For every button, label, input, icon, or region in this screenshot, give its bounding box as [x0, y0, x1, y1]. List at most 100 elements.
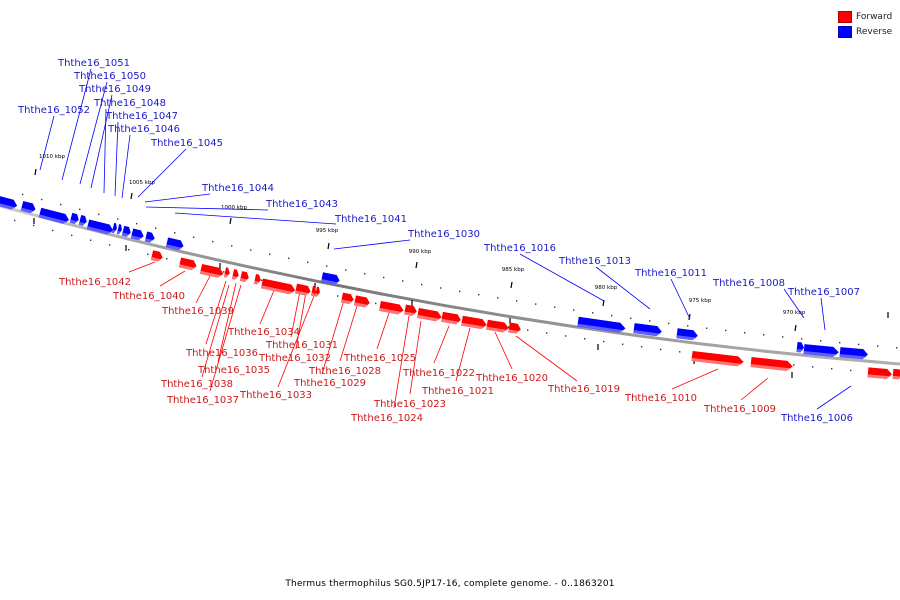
scale-tick-label: 995 kbp — [316, 228, 339, 234]
forward-gene-arrow — [294, 283, 311, 296]
scale-dot — [79, 208, 81, 211]
leader-line — [259, 287, 276, 325]
reverse-gene-arrow-shadow — [577, 323, 625, 333]
forward-gene-arrow — [417, 308, 442, 322]
gene-label: Ththe16_1049 — [78, 84, 151, 95]
scale-dot — [554, 306, 556, 308]
scale-dot — [52, 229, 54, 232]
scale-dot — [850, 369, 852, 372]
reverse-gene-arrow-shadow — [69, 219, 78, 224]
scale-dot — [223, 271, 225, 273]
leader-line — [433, 325, 450, 364]
scale-dot — [820, 340, 822, 342]
forward-gene-arrow — [199, 263, 224, 278]
scale-tick — [688, 313, 691, 321]
leader-line — [376, 312, 390, 350]
scale-dot — [839, 341, 841, 344]
leader-line — [145, 206, 269, 211]
scale-dot — [383, 276, 385, 279]
gene-label: Ththe16_1051 — [57, 58, 130, 69]
reverse-gene-arrow-shadow — [144, 238, 154, 243]
forward-gene-arrow-shadow — [294, 290, 310, 296]
reverse-gene-arrow — [111, 222, 117, 234]
forward-gene-arrow-shadow — [691, 357, 743, 367]
forward-gene-arrow — [404, 304, 417, 316]
forward-gene-arrow-shadow — [867, 374, 891, 379]
scale-dot — [801, 338, 803, 340]
reverse-gene-arrow-shadow — [78, 221, 86, 226]
genome-backbone — [0, 204, 900, 366]
leader-line — [339, 305, 358, 362]
scale-tick-label: 1010 kbp — [39, 154, 65, 160]
leader-line — [201, 284, 230, 378]
reverse-gene-arrow-shadow — [633, 330, 661, 337]
forward-gene-arrow — [341, 292, 354, 304]
forward-gene-arrow — [750, 357, 793, 371]
scale-dot — [71, 234, 73, 237]
reverse-gene-arrow-shadow — [676, 335, 697, 341]
gene-label: Ththe16_1019 — [547, 384, 620, 395]
scale-tick-label: 975 kbp — [689, 298, 712, 304]
leader-line — [205, 280, 227, 345]
forward-gene-arrow-shadow — [892, 375, 900, 380]
gene-labels: Ththe16_1052 Ththe16_1051 Ththe16_1050 Thth… — [17, 58, 860, 424]
forward-gene-arrow — [441, 311, 461, 325]
gene-label: Ththe16_1043 — [265, 199, 338, 210]
gene-label: Ththe16_1013 — [558, 256, 631, 267]
gene-label: Ththe16_1033 — [239, 390, 312, 401]
scale-dot — [508, 326, 510, 328]
gene-label: Ththe16_1035 — [197, 365, 270, 376]
forward-gene-arrow-shadow — [417, 314, 441, 322]
reverse-gene-arrow — [577, 316, 626, 333]
gene-label: Ththe16_1048 — [93, 98, 166, 109]
scale-dot — [793, 364, 795, 366]
forward-gene-arrow — [508, 322, 521, 334]
scale-dot — [668, 322, 670, 325]
scale-dot — [136, 222, 138, 225]
gene-label: Ththe16_1024 — [350, 413, 423, 424]
scale-dot — [33, 224, 35, 227]
scale-dot — [782, 336, 784, 338]
leader-line — [114, 121, 119, 197]
legend: Forward Reverse — [838, 9, 892, 39]
forward-gene-arrow-shadow — [239, 278, 248, 283]
scale-dot — [706, 327, 708, 329]
reverse-gene-arrow — [0, 194, 18, 210]
leader-line — [409, 320, 422, 395]
scale-dot — [763, 334, 765, 336]
scale-dot — [250, 249, 252, 251]
scale-dot — [877, 345, 879, 347]
scale-tick — [229, 217, 232, 225]
leader-line — [290, 290, 301, 338]
scale-dot — [459, 290, 461, 293]
reverse-gene-arrow-shadow — [839, 354, 867, 360]
legend-reverse-label: Reverse — [856, 26, 893, 37]
scale-dot — [174, 232, 176, 234]
scale-tick — [510, 281, 513, 289]
reverse-gene-arrow — [86, 219, 114, 235]
gene-label: Ththe16_1030 — [407, 229, 480, 240]
forward-gene-arrow-shadow — [178, 264, 196, 271]
scale-dot — [364, 273, 366, 275]
reverse-gene-arrow — [69, 212, 79, 224]
forward-swatch — [838, 10, 852, 23]
scale-dot — [98, 213, 100, 215]
reverse-gene-arrow — [121, 225, 131, 237]
forward-gene-arrow-shadow — [199, 270, 223, 278]
forward-gene-arrow — [150, 250, 163, 262]
reverse-gene-arrow-shadow — [321, 279, 339, 285]
forward-gene-arrow — [178, 257, 197, 271]
leader-line — [519, 253, 605, 302]
forward-gene-arrow — [486, 319, 509, 333]
forward-gene-arrow — [260, 278, 296, 295]
legend-forward-label: Forward — [856, 11, 893, 22]
leader-line — [103, 108, 107, 194]
scale-dot — [630, 317, 632, 319]
leader-line — [137, 148, 187, 198]
gene-label: Ththe16_1040 — [112, 291, 185, 302]
scale-dot — [831, 367, 833, 370]
gene-label: Ththe16_1023 — [373, 399, 446, 410]
scale-dot — [592, 312, 594, 314]
scale-dot — [326, 265, 328, 267]
